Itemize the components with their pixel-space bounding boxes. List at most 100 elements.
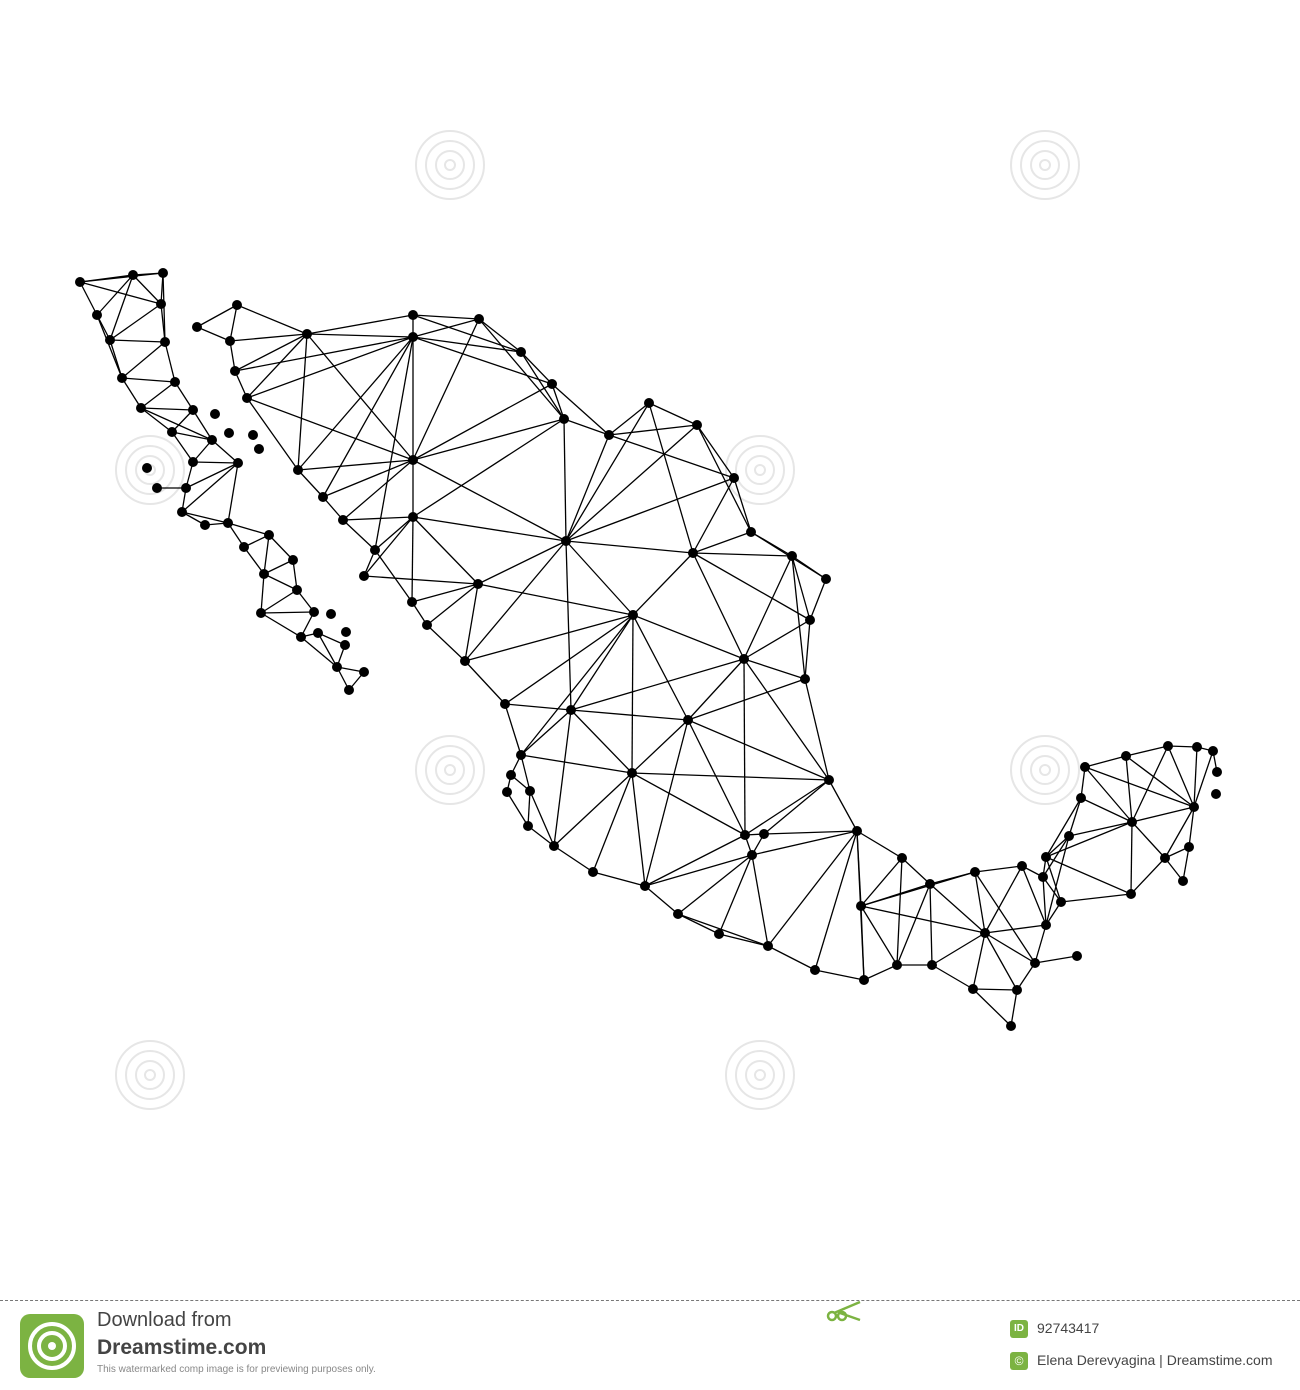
network-line [677, 913, 769, 947]
network-line [234, 333, 308, 372]
network-node [170, 377, 180, 387]
network-node [302, 329, 312, 339]
network-node [292, 585, 302, 595]
network-line [297, 469, 324, 498]
network-line [527, 825, 555, 847]
network-line [809, 578, 827, 621]
network-line [631, 772, 830, 781]
network-line [412, 314, 522, 353]
network-line [1045, 797, 1082, 858]
network-node [1121, 751, 1131, 761]
network-line [1045, 835, 1070, 926]
dashed-cut-line [0, 1300, 1300, 1301]
network-line [644, 854, 753, 887]
network-node [408, 310, 418, 320]
network-line [374, 516, 414, 551]
network-node [740, 830, 750, 840]
network-line [426, 583, 479, 626]
network-line [520, 351, 553, 385]
network-line [520, 351, 565, 420]
network-line [504, 703, 572, 711]
network-line [227, 522, 270, 536]
network-line [804, 678, 830, 781]
brand-name[interactable]: Dreamstime.com [97, 1336, 267, 1359]
network-line [804, 619, 811, 680]
network-line [1125, 755, 1133, 823]
network-node [264, 530, 274, 540]
network-node [1030, 958, 1040, 968]
network-line [648, 402, 694, 554]
network-line [1034, 955, 1078, 964]
network-node [1192, 742, 1202, 752]
network-node [714, 929, 724, 939]
network-node [859, 975, 869, 985]
network-node [506, 770, 516, 780]
network-line [317, 632, 338, 668]
network-line [791, 555, 806, 680]
network-line [109, 339, 166, 343]
network-line [972, 932, 986, 990]
network-line [1068, 797, 1082, 837]
network-line [1084, 766, 1195, 808]
network-line [192, 461, 239, 464]
network-node [1208, 746, 1218, 756]
network-line [306, 314, 414, 335]
network-line [692, 552, 793, 557]
network-node [747, 850, 757, 860]
network-nodes [75, 268, 1222, 1031]
network-line [743, 658, 830, 781]
network-line [426, 624, 466, 662]
network-line [648, 402, 698, 426]
network-node [739, 654, 749, 664]
network-line [565, 540, 634, 616]
network-line [972, 988, 1012, 1027]
network-line [1130, 821, 1133, 895]
network-node [344, 685, 354, 695]
network-node [156, 299, 166, 309]
network-line [767, 830, 858, 947]
network-line [1010, 989, 1018, 1027]
network-line [1045, 821, 1133, 858]
network-line [828, 779, 858, 832]
network-line [140, 407, 173, 433]
network-line [171, 431, 194, 463]
network-node [207, 435, 217, 445]
network-line [140, 407, 213, 441]
network-line [551, 383, 610, 436]
network-line [565, 424, 698, 542]
network-node [318, 492, 328, 502]
network-line [1042, 876, 1047, 926]
network-line [478, 318, 522, 353]
network-line [412, 318, 480, 461]
network-node [644, 398, 654, 408]
network-line [856, 830, 903, 859]
scissors-icon [826, 1300, 861, 1322]
network-line [246, 336, 414, 399]
network-line [243, 546, 265, 575]
network-node [763, 941, 773, 951]
mexico-polygonal-map [75, 130, 1222, 1110]
network-line [984, 865, 1023, 934]
network-node [188, 457, 198, 467]
network-node [460, 656, 470, 666]
network-line [1045, 835, 1070, 858]
network-node [856, 901, 866, 911]
network-line [1164, 806, 1195, 859]
network-node [805, 615, 815, 625]
network-line [96, 314, 123, 379]
network-line [109, 274, 134, 341]
network-line [196, 304, 238, 328]
network-line [608, 424, 698, 436]
network-line [644, 885, 679, 915]
network-line [1045, 856, 1132, 895]
network-line [743, 619, 811, 660]
network-line [181, 511, 229, 524]
network-line [174, 381, 194, 411]
network-node [821, 574, 831, 584]
network-line [751, 854, 769, 947]
network-line [412, 516, 567, 542]
network-line [677, 854, 753, 915]
network-node [359, 667, 369, 677]
network-line [631, 719, 689, 774]
network-node [142, 463, 152, 473]
